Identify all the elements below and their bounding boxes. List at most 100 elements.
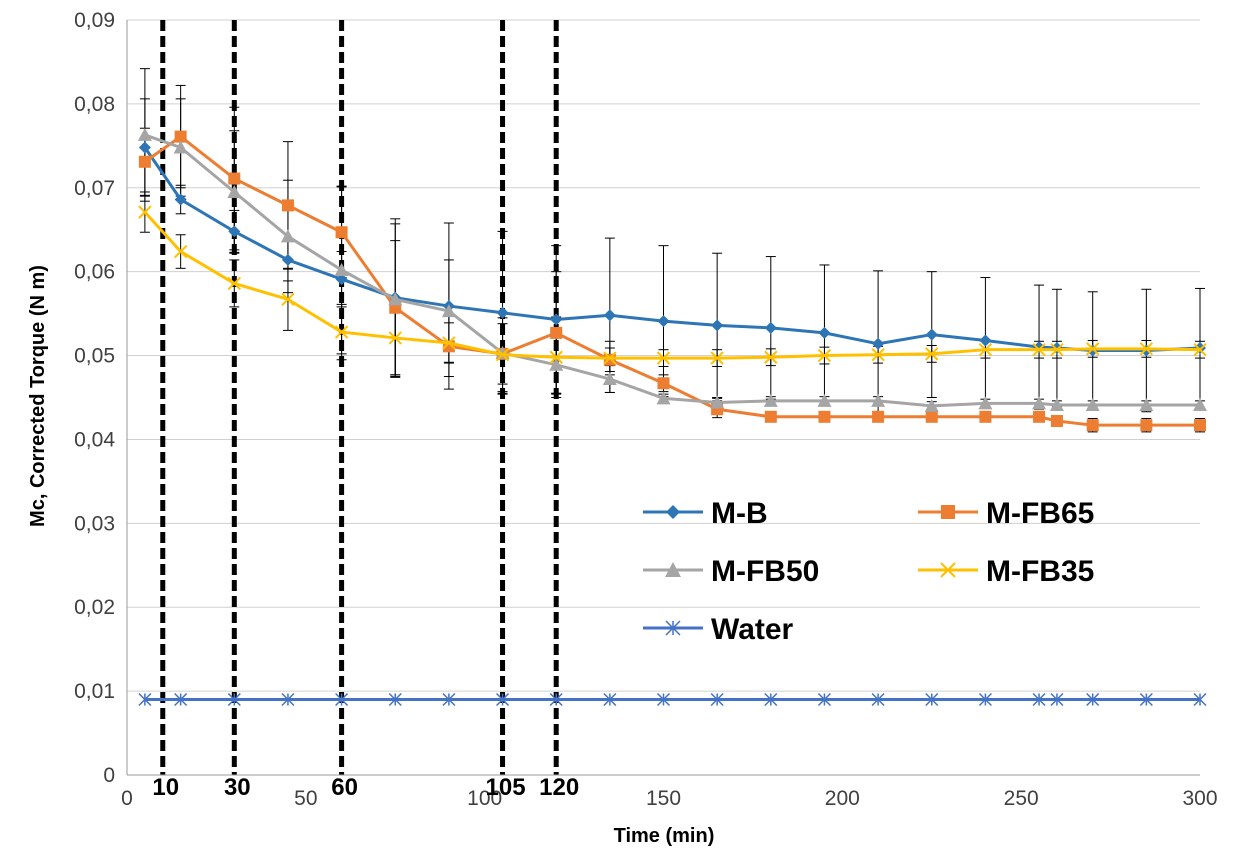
y-tick-label: 0,08 (74, 93, 115, 116)
triangle-marker (763, 393, 778, 407)
x-marker-stroke (925, 347, 939, 361)
x-marker (603, 351, 617, 365)
square-marker (281, 199, 294, 212)
x-marker (227, 276, 242, 291)
x-marker (138, 205, 152, 219)
y-tick-label: 0,09 (74, 9, 115, 32)
diamond-marker (228, 225, 241, 238)
x-marker-stroke (138, 205, 152, 219)
x-marker (1032, 342, 1046, 357)
series-line (144, 135, 1200, 427)
y-tick-label: 0 (103, 764, 115, 787)
time-marker-label: 60 (331, 774, 358, 801)
triangle-marker (1049, 398, 1064, 412)
y-tick-label: 0,06 (74, 261, 115, 284)
legend: M-B M-FB65 M-FB50 M-FB35 Water (643, 497, 1094, 646)
square-marker (872, 410, 885, 423)
x-marker (1139, 342, 1154, 356)
square-marker (138, 155, 151, 168)
diamond-marker (335, 273, 348, 286)
diamond-marker (174, 193, 187, 206)
star-marker (227, 692, 241, 707)
square-marker (657, 377, 670, 390)
star-marker (710, 692, 724, 707)
x-tick-label: 150 (646, 787, 681, 810)
star-marker (817, 692, 831, 707)
time-marker-label: 105 (486, 774, 526, 801)
x-marker-stroke (940, 562, 956, 578)
legend-label: M-B (711, 497, 768, 530)
star-marker (1193, 692, 1207, 707)
triangle-marker (388, 292, 403, 306)
diamond-marker (925, 328, 938, 341)
time-marker-label: 30 (224, 774, 251, 801)
x-marker-stroke (549, 350, 563, 364)
square-marker (550, 326, 563, 339)
square-marker (1086, 419, 1099, 432)
x-marker (495, 348, 510, 362)
diamond-marker (603, 309, 616, 322)
triangle-marker (549, 357, 564, 371)
square-marker (1194, 419, 1206, 432)
triangle-marker (280, 229, 295, 243)
triangle-marker (602, 372, 617, 386)
x-marker (281, 292, 295, 307)
square-marker (335, 226, 348, 239)
error-bars (139, 68, 1205, 433)
triangle-marker (871, 393, 886, 407)
x-marker-stroke (495, 348, 510, 362)
diamond-marker (666, 505, 680, 519)
y-axis-title: Mc, Corrected Torque (N m) (27, 265, 49, 527)
star-marker (1139, 692, 1153, 707)
x-marker (940, 562, 956, 578)
x-marker-stroke (334, 325, 349, 339)
star-marker (335, 692, 349, 707)
star-marker (388, 692, 402, 707)
x-marker-stroke (388, 331, 402, 345)
x-marker (925, 347, 939, 361)
x-marker (442, 336, 456, 350)
x-marker-stroke (978, 342, 993, 357)
time-marker-label: 10 (152, 774, 179, 801)
x-axis-title: Time (min) (614, 825, 715, 847)
x-marker-stroke (227, 276, 242, 291)
diamond-marker (657, 315, 670, 328)
legend-label: Water (711, 613, 794, 646)
x-marker-stroke (871, 348, 885, 362)
series-line (143, 211, 1201, 360)
x-tick-label: 50 (294, 787, 317, 810)
square-marker (941, 505, 955, 519)
x-marker (764, 350, 778, 364)
square-marker (1140, 419, 1153, 432)
triangle-marker (1139, 398, 1154, 412)
y-tick-label: 0,07 (74, 177, 115, 200)
diamond-marker (818, 326, 831, 339)
x-marker-stroke (656, 351, 671, 365)
x-tick-label: 100 (467, 787, 502, 810)
x-marker (656, 351, 671, 365)
star-marker (871, 692, 885, 707)
diamond-marker (711, 319, 724, 332)
star-marker (1086, 692, 1100, 707)
series-line (143, 146, 1201, 353)
star-marker (665, 620, 681, 636)
triangle-marker (1193, 398, 1207, 412)
square-marker (228, 172, 241, 185)
triangle-marker (173, 140, 188, 154)
star-marker (281, 692, 295, 707)
legend-label: M-FB50 (711, 555, 819, 588)
x-marker-stroke (1085, 342, 1100, 356)
x-marker-stroke (1032, 342, 1046, 357)
data-series (137, 127, 1207, 707)
star-marker (1050, 692, 1064, 707)
square-marker (174, 130, 187, 143)
square-marker (1033, 410, 1046, 423)
x-marker-stroke (173, 244, 188, 259)
star-marker (138, 692, 152, 707)
x-marker (817, 348, 832, 363)
x-marker-stroke (442, 336, 456, 350)
time-markers: 10 30 60 105 120 (152, 20, 579, 801)
x-marker-stroke (281, 292, 295, 307)
triangle-marker (710, 395, 725, 409)
star-marker (978, 692, 992, 707)
